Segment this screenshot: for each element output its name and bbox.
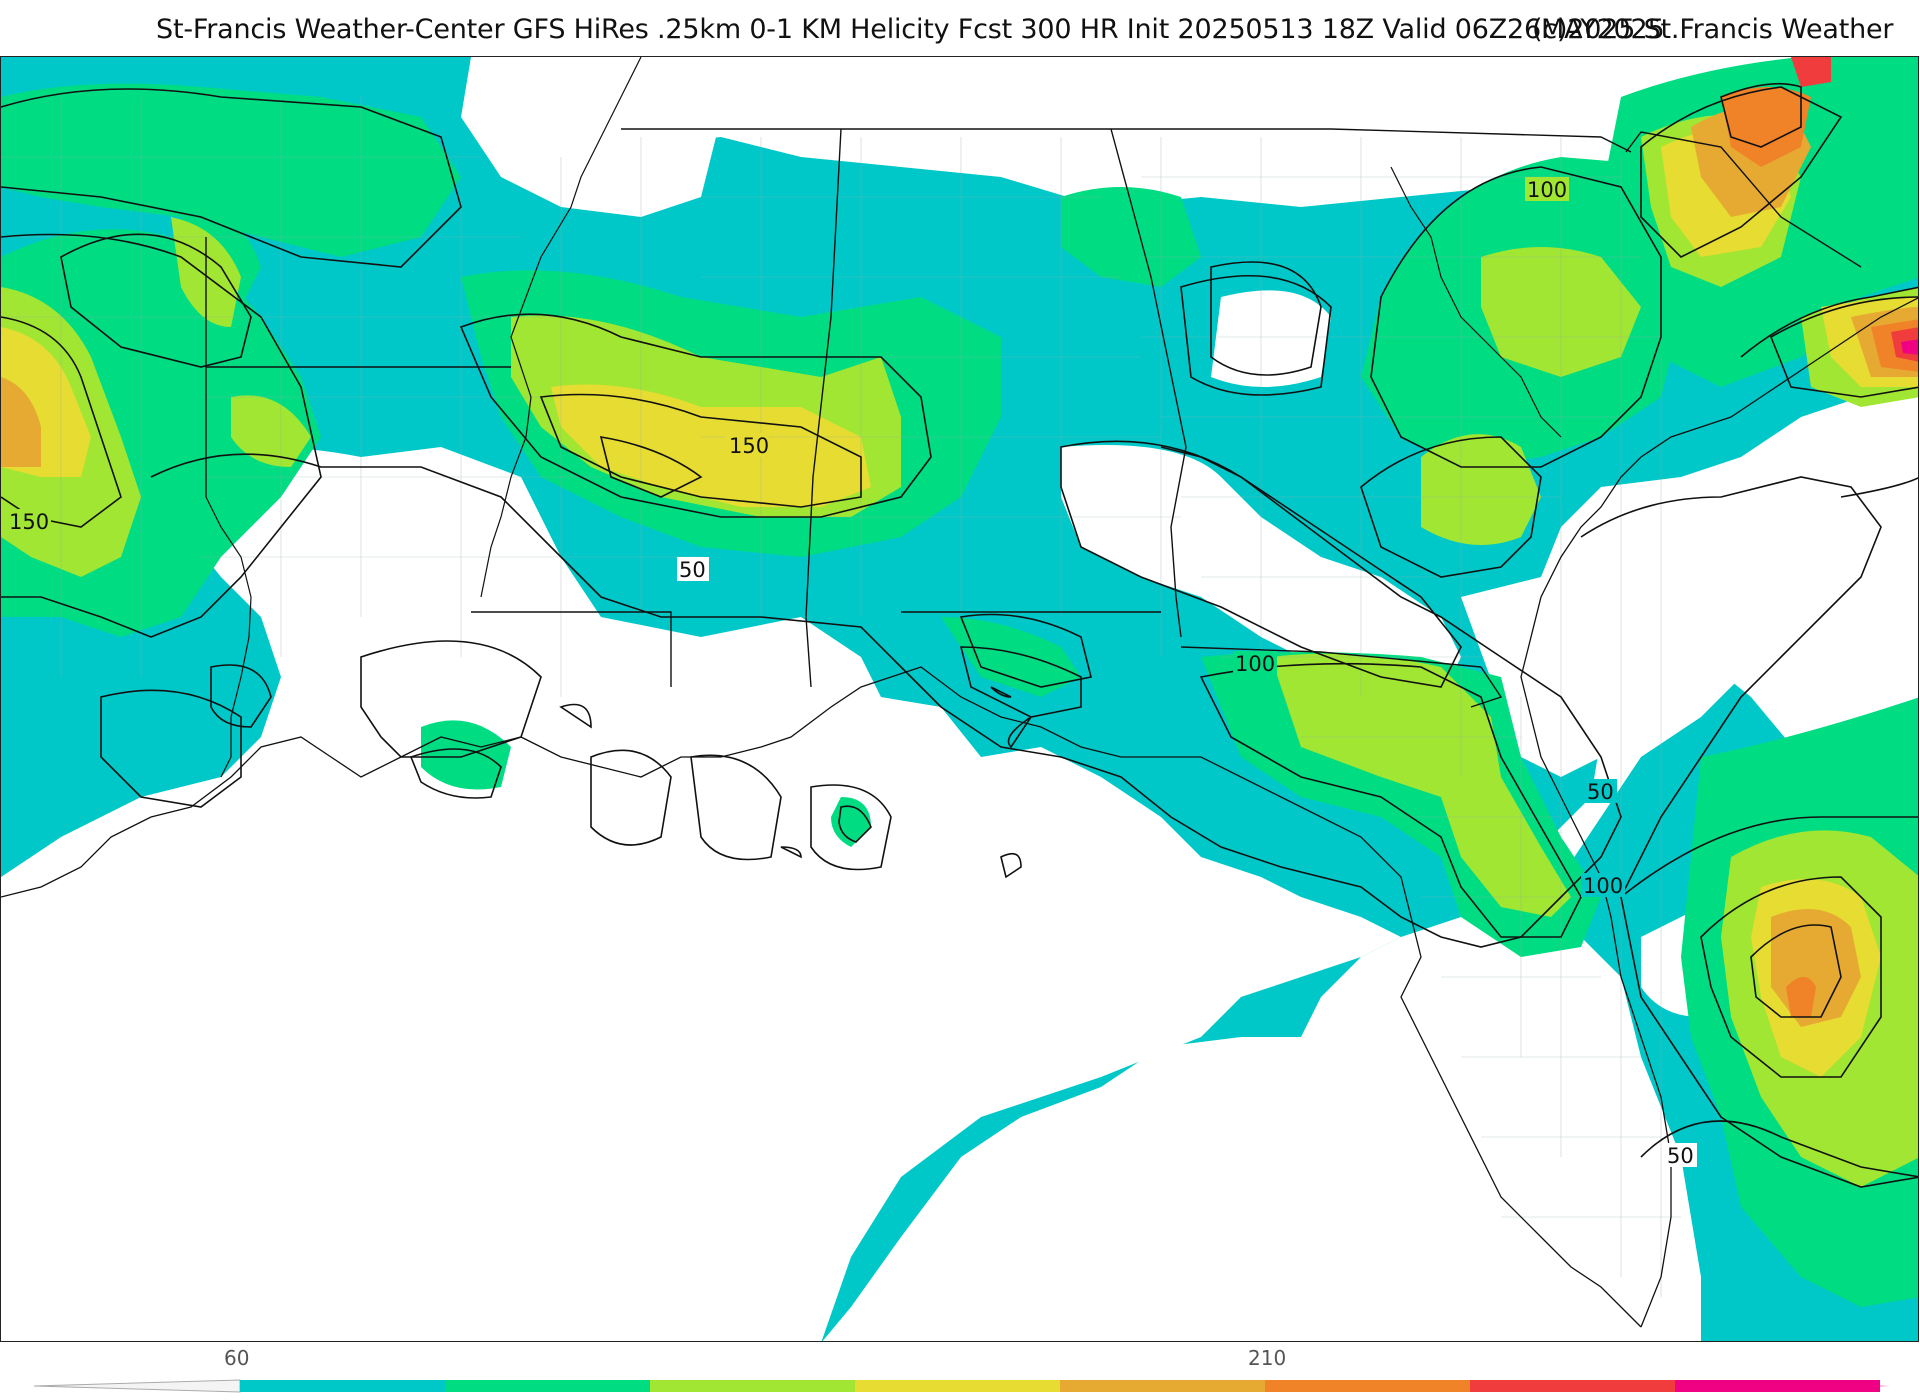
copyright-text: (c)2025 St.Francis Weather [1532, 14, 1894, 45]
colorbar-strip [33, 1379, 1890, 1393]
contour-label-bg [725, 433, 769, 457]
contour-label: 150 [729, 434, 769, 458]
contour-labels: 150 150 50 100 100 100 50 50 [7, 177, 1697, 1168]
colorbar-cell [240, 1380, 445, 1392]
colorbar-cell [650, 1380, 855, 1392]
contour-label: 150 [9, 510, 49, 534]
colorbar-high-arrow [1680, 1380, 1890, 1392]
contour-label-bg [1525, 177, 1569, 201]
colorbar-cell [1060, 1380, 1265, 1392]
contour-label-bg [1581, 873, 1625, 897]
map-canvas: 150 150 50 100 100 100 50 50 [1, 57, 1918, 1341]
contour-label-bg [7, 509, 51, 533]
colorbar-tick-label: 60 [224, 1346, 250, 1370]
river-boundaries [205, 57, 1562, 778]
colorbar-cell [1265, 1380, 1470, 1392]
colorbar-cell [855, 1380, 1060, 1392]
contour-label: 50 [679, 558, 706, 582]
county-boundaries [1, 97, 1681, 1297]
colorbar-cell [445, 1380, 650, 1392]
contour-label: 50 [1667, 1144, 1694, 1168]
state-boundaries [205, 128, 1862, 708]
map-title-bar: St-Francis Weather-Center GFS HiRes .25k… [0, 14, 1920, 54]
contour-label: 100 [1527, 178, 1567, 202]
contour-label: 50 [1587, 780, 1614, 804]
contour-label: 100 [1583, 874, 1623, 898]
map-title: St-Francis Weather-Center GFS HiRes .25k… [156, 14, 1665, 45]
helicity-map: 150 150 50 100 100 100 50 50 [0, 56, 1919, 1342]
helicity-contours [1, 82, 1918, 1188]
contour-label-bg [1665, 1143, 1697, 1167]
colorbar-cell [1470, 1380, 1675, 1392]
colorbar: 60 210 [0, 1344, 1920, 1400]
colorbar-tick-label: 210 [1248, 1346, 1287, 1370]
helicity-fill-400 [1901, 339, 1918, 355]
contour-label-bg [677, 557, 709, 581]
colorbar-low-arrow [33, 1379, 241, 1393]
contour-label-bg [1233, 651, 1277, 675]
coastline [1, 297, 1918, 1328]
contour-label-bg [1585, 779, 1617, 803]
contour-label: 100 [1235, 652, 1275, 676]
